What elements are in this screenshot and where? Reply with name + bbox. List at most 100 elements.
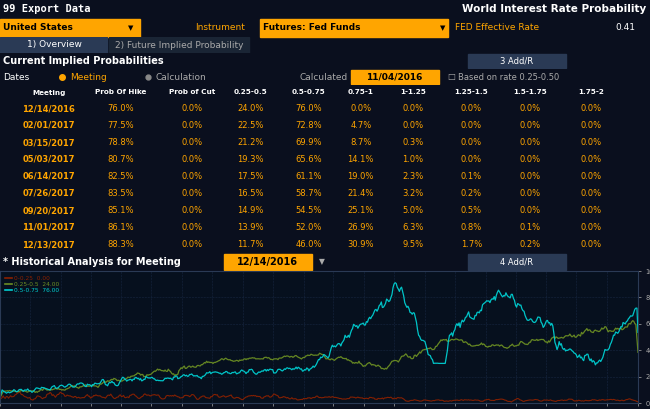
Text: 6.3%: 6.3% [402,223,423,232]
Text: 86.1%: 86.1% [107,223,133,232]
Text: 65.6%: 65.6% [296,155,322,164]
Text: 0.0%: 0.0% [519,155,540,164]
Text: Dates: Dates [3,72,29,81]
Text: 0.0%: 0.0% [181,155,202,164]
Text: 12/14/2016: 12/14/2016 [237,257,298,267]
Text: 3.2%: 3.2% [402,189,423,198]
Text: □: □ [447,72,455,81]
Text: 0.2%: 0.2% [519,240,540,249]
Text: 4 Add/R: 4 Add/R [500,258,533,267]
Text: 0.2%: 0.2% [461,189,482,198]
Text: 4.7%: 4.7% [350,121,371,130]
Text: * Historical Analysis for Meeting: * Historical Analysis for Meeting [3,257,181,267]
Text: 82.5%: 82.5% [107,172,133,181]
Text: 11.7%: 11.7% [237,240,263,249]
Text: 61.1%: 61.1% [296,172,322,181]
Text: Meeting: Meeting [70,72,107,81]
Text: 0.0%: 0.0% [581,240,602,249]
Bar [468,254,566,270]
Text: 0.0%: 0.0% [519,172,540,181]
Text: 0.0%: 0.0% [181,206,202,215]
Text: 16.5%: 16.5% [237,189,263,198]
Text: 06/14/2017: 06/14/2017 [23,172,75,181]
Text: 1.7%: 1.7% [461,240,482,249]
Text: 3 Add/R: 3 Add/R [500,56,533,65]
Bar [224,254,312,270]
Text: 0.41: 0.41 [616,23,636,32]
Text: ▼: ▼ [318,258,324,267]
Text: 0.0%: 0.0% [402,121,423,130]
Text: 0.0%: 0.0% [181,138,202,147]
Text: 83.5%: 83.5% [107,189,133,198]
Text: Based on rate 0.25-0.50: Based on rate 0.25-0.50 [458,72,560,81]
Text: 1.75-2: 1.75-2 [578,90,604,95]
Text: 24.0%: 24.0% [237,104,263,113]
Text: 0.0%: 0.0% [402,104,423,113]
Text: 9.5%: 9.5% [402,240,423,249]
Text: 99 Export Data: 99 Export Data [3,4,91,14]
Legend: 0-0.25  0.00, 0.25-0.5  24.00, 0.5-0.75  76.00: 0-0.25 0.00, 0.25-0.5 24.00, 0.5-0.75 76… [3,274,61,294]
Bar [109,37,249,53]
Text: 78.8%: 78.8% [107,138,134,147]
Text: 8.7%: 8.7% [350,138,371,147]
Text: Prob of Cut: Prob of Cut [168,90,215,95]
Text: 1.0%: 1.0% [402,155,423,164]
Text: 09/20/2017: 09/20/2017 [23,206,75,215]
Text: 0.0%: 0.0% [581,138,602,147]
Text: 25.1%: 25.1% [348,206,374,215]
Text: 1.25-1.5: 1.25-1.5 [454,90,488,95]
Text: 80.7%: 80.7% [107,155,133,164]
Text: 17.5%: 17.5% [237,172,263,181]
Text: Current Implied Probabilities: Current Implied Probabilities [3,56,164,66]
Text: 05/03/2017: 05/03/2017 [23,155,75,164]
Text: 0.0%: 0.0% [519,189,540,198]
Text: 0.0%: 0.0% [581,223,602,232]
Text: 11/01/2017: 11/01/2017 [23,223,75,232]
Text: 5.0%: 5.0% [402,206,423,215]
Bar [0,37,107,53]
Text: Futures: Fed Funds: Futures: Fed Funds [263,23,361,32]
Text: 0.0%: 0.0% [181,121,202,130]
Text: 0.0%: 0.0% [181,172,202,181]
Text: FED Effective Rate: FED Effective Rate [455,23,539,32]
Text: Calculation: Calculation [156,72,207,81]
Text: 0.8%: 0.8% [461,223,482,232]
Text: 2.3%: 2.3% [402,172,423,181]
Text: 0.0%: 0.0% [461,104,482,113]
Text: 0.0%: 0.0% [581,206,602,215]
Text: 54.5%: 54.5% [296,206,322,215]
Text: 0.0%: 0.0% [461,155,482,164]
Text: 30.9%: 30.9% [348,240,374,249]
Text: 0.5%: 0.5% [461,206,482,215]
Text: 1.5-1.75: 1.5-1.75 [513,90,547,95]
Text: 19.3%: 19.3% [237,155,263,164]
Text: 52.0%: 52.0% [296,223,322,232]
Text: 0.0%: 0.0% [581,121,602,130]
Bar [351,70,439,84]
Text: 0.0%: 0.0% [581,172,602,181]
Text: 0.0%: 0.0% [181,104,202,113]
Text: 0.1%: 0.1% [461,172,482,181]
Text: 88.3%: 88.3% [107,240,134,249]
Text: 0.0%: 0.0% [519,138,540,147]
Text: 0.0%: 0.0% [581,189,602,198]
Text: 13.9%: 13.9% [237,223,263,232]
Text: 14.1%: 14.1% [348,155,374,164]
Text: 76.0%: 76.0% [107,104,133,113]
Text: 14.9%: 14.9% [237,206,263,215]
Text: 19.0%: 19.0% [348,172,374,181]
Text: 22.5%: 22.5% [237,121,263,130]
Text: 0.75-1: 0.75-1 [348,90,374,95]
Text: 0.0%: 0.0% [350,104,371,113]
Text: 0.3%: 0.3% [402,138,423,147]
Text: 02/01/2017: 02/01/2017 [23,121,75,130]
Text: 1-1.25: 1-1.25 [400,90,426,95]
Text: 12/14/2016: 12/14/2016 [22,104,75,113]
Text: 69.9%: 69.9% [296,138,322,147]
Text: 58.7%: 58.7% [296,189,322,198]
Text: 0.0%: 0.0% [519,121,540,130]
Bar [468,54,566,68]
Text: 21.2%: 21.2% [237,138,263,147]
Text: 0.5-0.75: 0.5-0.75 [292,90,326,95]
Text: 1) Overview: 1) Overview [27,40,81,49]
